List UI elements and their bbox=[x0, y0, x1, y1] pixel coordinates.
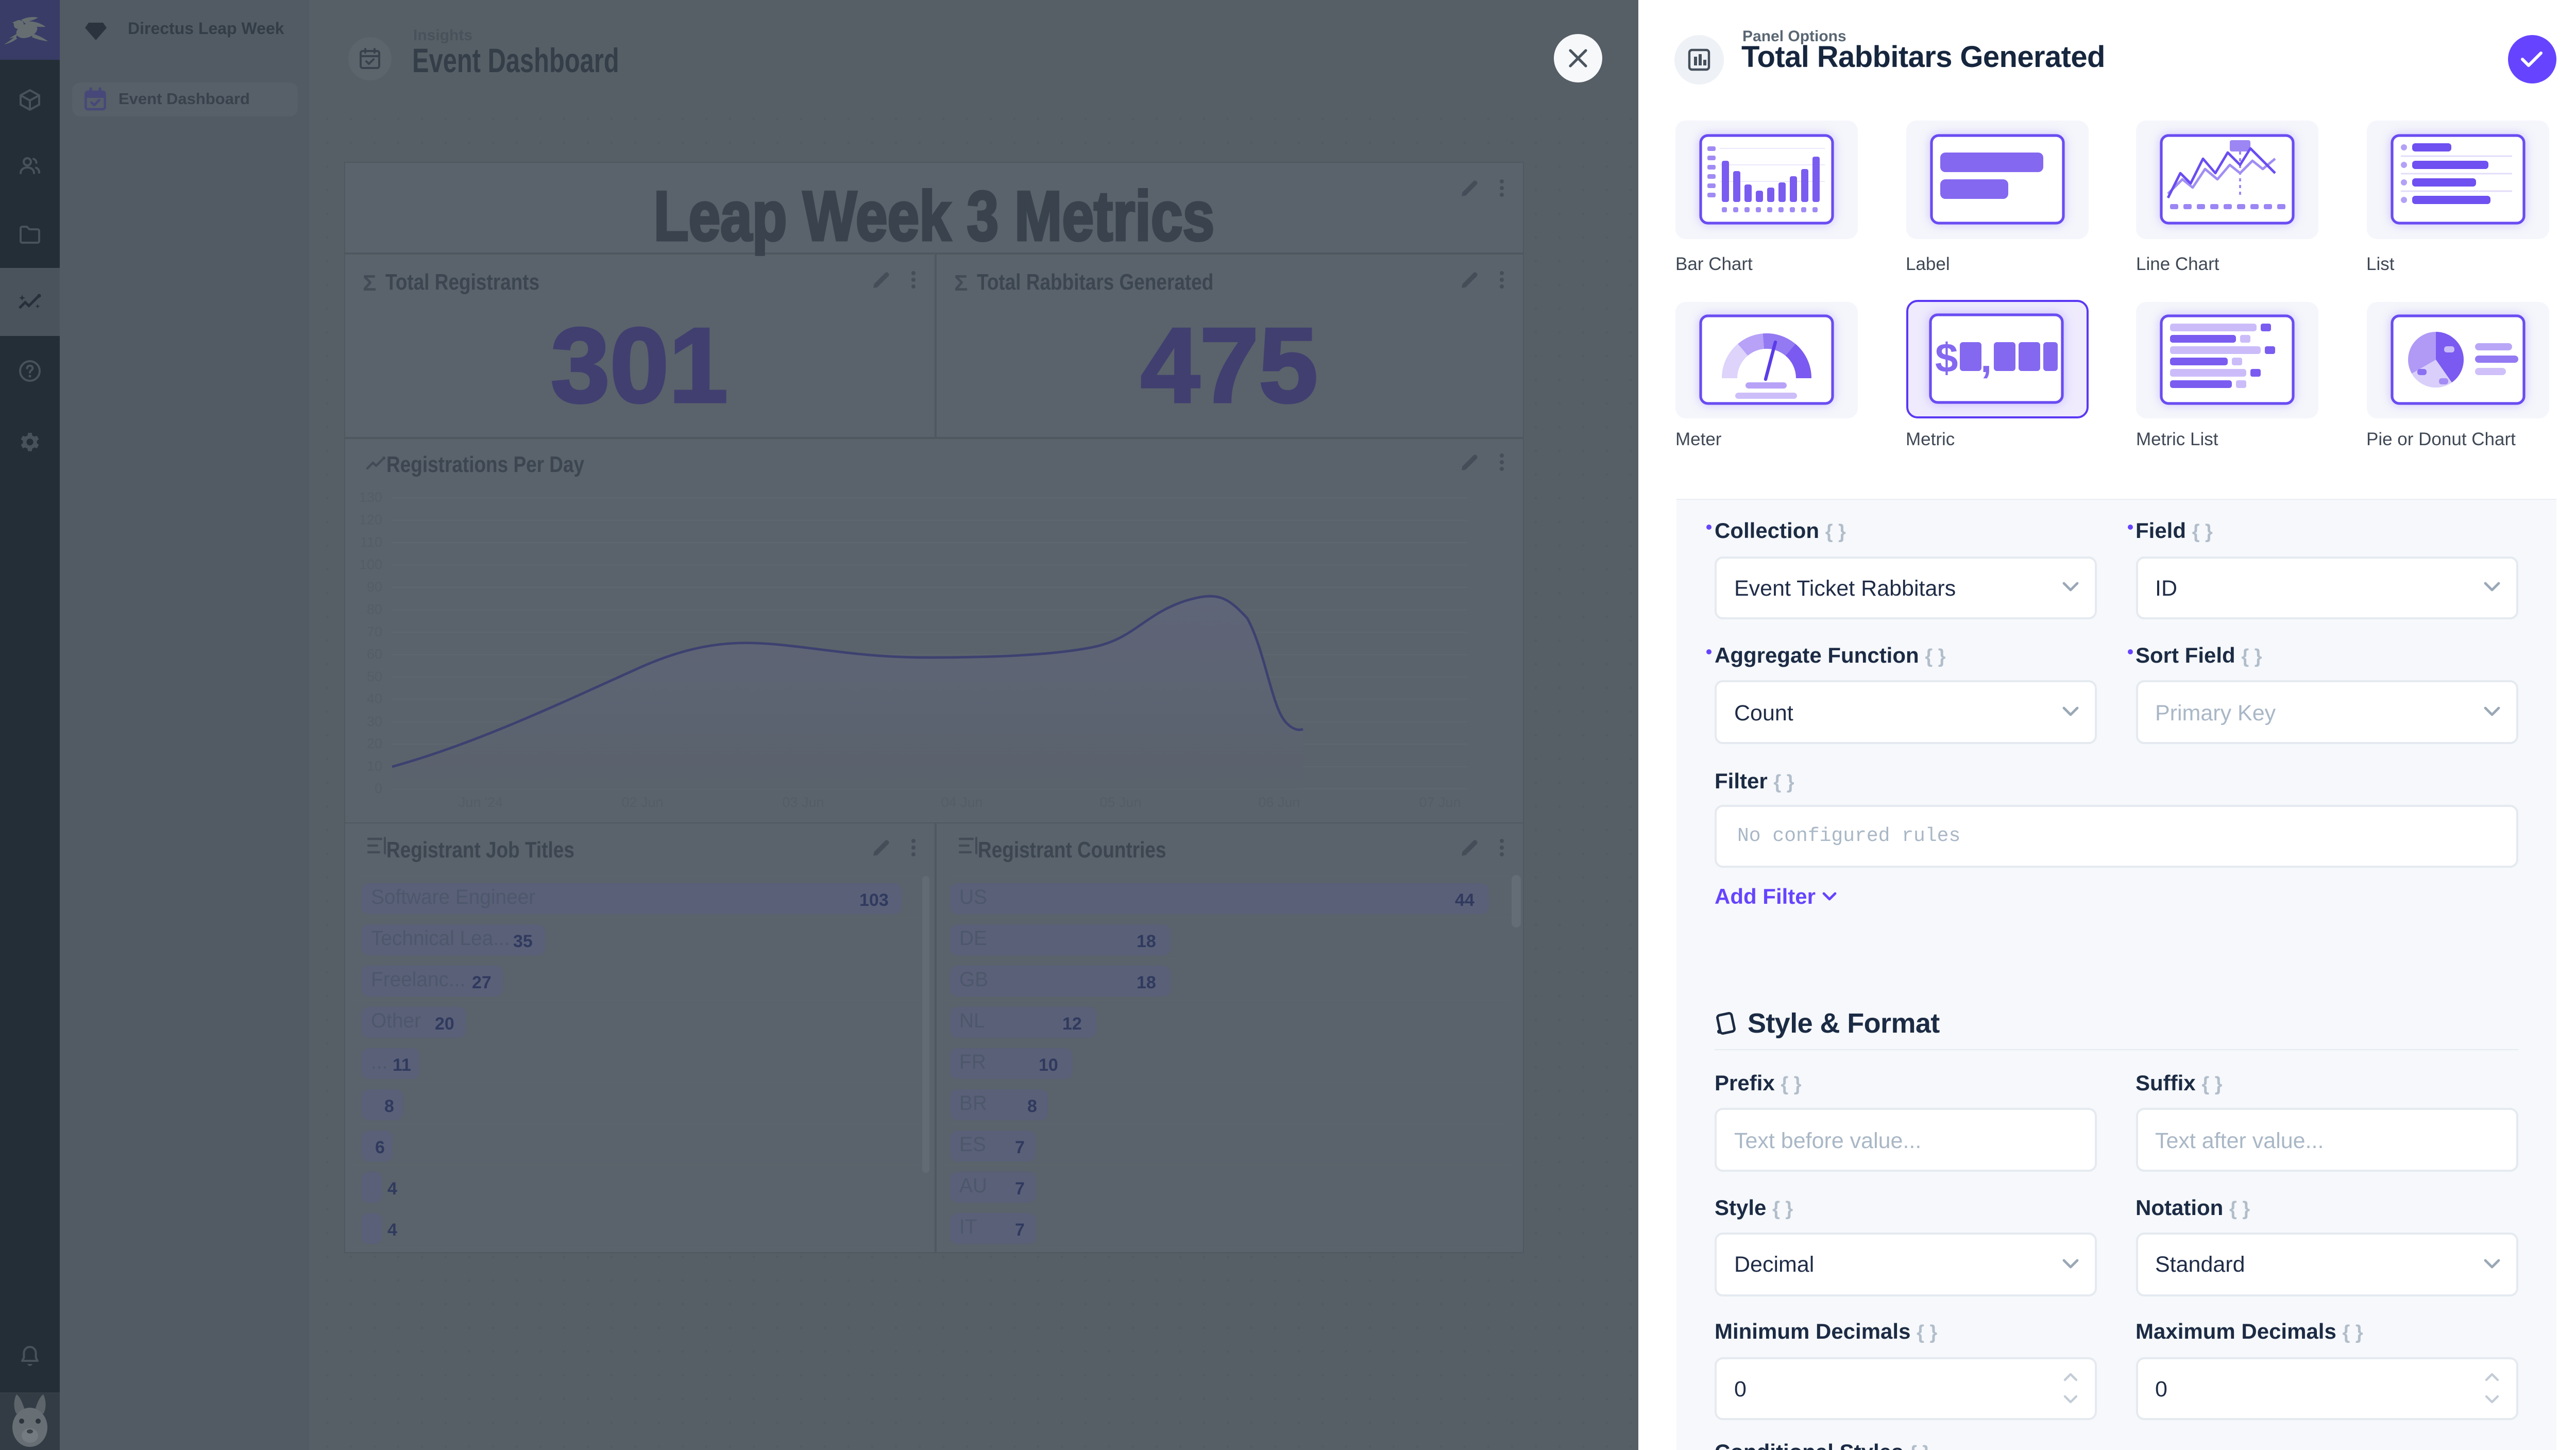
svg-text:0: 0 bbox=[374, 781, 382, 796]
svg-text:02 Jun: 02 Jun bbox=[621, 795, 663, 810]
svg-text:50: 50 bbox=[366, 669, 382, 684]
svg-text:110: 110 bbox=[360, 534, 382, 550]
svg-text:03 Jun: 03 Jun bbox=[782, 795, 823, 810]
svg-text:10: 10 bbox=[366, 758, 382, 774]
svg-text:Jun '24: Jun '24 bbox=[458, 795, 502, 810]
svg-text:,: , bbox=[1980, 334, 1992, 380]
svg-text:06 Jun: 06 Jun bbox=[1258, 795, 1299, 810]
svg-text:04 Jun: 04 Jun bbox=[940, 795, 982, 810]
svg-text:40: 40 bbox=[366, 691, 382, 706]
svg-text:60: 60 bbox=[366, 646, 382, 662]
svg-text:30: 30 bbox=[366, 714, 382, 729]
svg-text:100: 100 bbox=[359, 557, 382, 572]
svg-text:90: 90 bbox=[366, 579, 382, 595]
svg-text:130: 130 bbox=[359, 490, 382, 505]
svg-text:70: 70 bbox=[366, 624, 382, 639]
svg-text:07 Jun: 07 Jun bbox=[1418, 795, 1460, 810]
svg-text:05 Jun: 05 Jun bbox=[1099, 795, 1141, 810]
svg-text:20: 20 bbox=[366, 736, 382, 751]
svg-text:80: 80 bbox=[366, 601, 382, 617]
svg-text:120: 120 bbox=[359, 512, 382, 528]
svg-text:$: $ bbox=[1935, 334, 1958, 380]
